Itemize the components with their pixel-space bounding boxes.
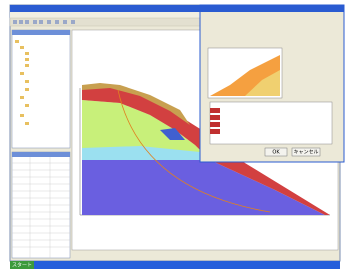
cancel-label[interactable]: キャンセル — [293, 150, 318, 156]
start-label[interactable]: スタート — [12, 262, 32, 269]
dialog-title-bar — [200, 5, 344, 12]
taskbar — [10, 261, 340, 269]
screenshot: OK キャンセル スタート — [0, 0, 346, 273]
dialog-table — [210, 102, 332, 144]
tree-header — [12, 30, 70, 35]
table-header — [12, 152, 70, 157]
ok-label[interactable]: OK — [272, 150, 280, 156]
